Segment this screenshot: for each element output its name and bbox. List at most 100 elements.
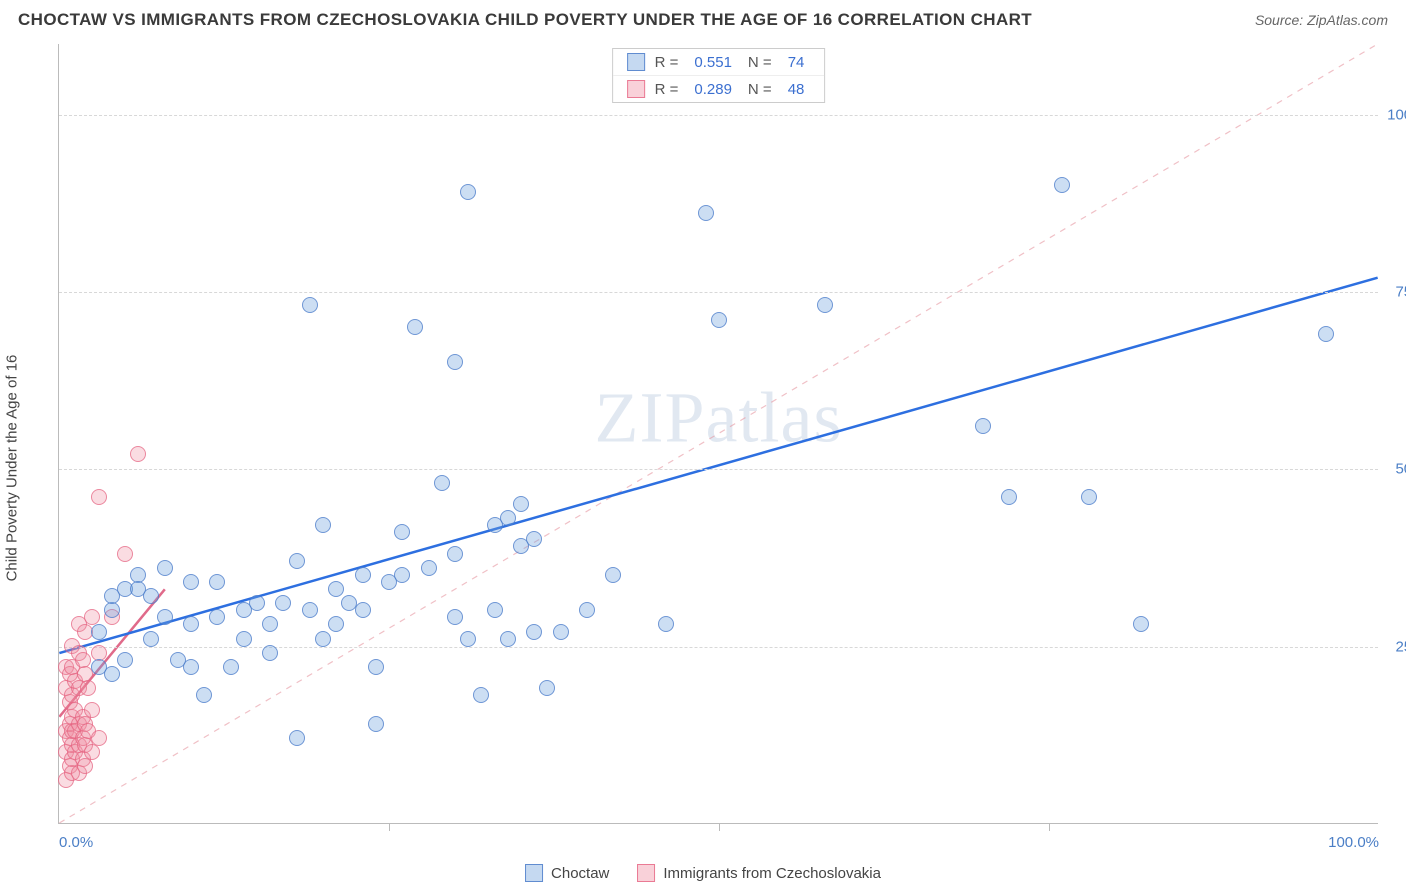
data-point: [421, 560, 437, 576]
data-point: [698, 205, 714, 221]
data-point: [539, 680, 555, 696]
legend-swatch: [525, 864, 543, 882]
y-tick-label: 50.0%: [1382, 461, 1406, 478]
data-point: [236, 631, 252, 647]
data-point: [460, 631, 476, 647]
data-point: [183, 659, 199, 675]
data-point: [1133, 616, 1149, 632]
source-label: Source: ZipAtlas.com: [1255, 12, 1388, 28]
data-point: [249, 595, 265, 611]
data-point: [196, 687, 212, 703]
x-tick-label: 100.0%: [1328, 834, 1379, 851]
chart-title: CHOCTAW VS IMMIGRANTS FROM CZECHOSLOVAKI…: [18, 10, 1032, 30]
data-point: [711, 312, 727, 328]
y-axis-label: Child Poverty Under the Age of 16: [4, 355, 21, 582]
data-point: [315, 517, 331, 533]
data-point: [394, 567, 410, 583]
data-point: [289, 730, 305, 746]
legend-row: R = 0.551 N = 74: [613, 49, 825, 76]
data-point: [84, 702, 100, 718]
data-point: [157, 560, 173, 576]
data-point: [355, 567, 371, 583]
data-point: [91, 730, 107, 746]
chart-overlay: [59, 44, 1378, 823]
data-point: [1318, 326, 1334, 342]
watermark: ZIPatlas: [595, 376, 843, 459]
data-point: [526, 531, 542, 547]
data-point: [447, 546, 463, 562]
y-tick-label: 100.0%: [1382, 106, 1406, 123]
data-point: [84, 744, 100, 760]
legend-swatch: [627, 53, 645, 71]
data-point: [143, 588, 159, 604]
gridline: [59, 292, 1378, 293]
chart-container: Child Poverty Under the Age of 16 ZIPatl…: [20, 44, 1406, 892]
data-point: [104, 602, 120, 618]
data-point: [183, 616, 199, 632]
n-value: 48: [782, 81, 811, 98]
reference-line: [59, 44, 1377, 823]
r-label: R =: [655, 54, 679, 71]
data-point: [368, 716, 384, 732]
x-tick-label: 0.0%: [59, 834, 93, 851]
data-point: [394, 524, 410, 540]
data-point: [302, 297, 318, 313]
data-point: [407, 319, 423, 335]
n-value: 74: [782, 54, 811, 71]
series-legend: Choctaw Immigrants from Czechoslovakia: [525, 864, 881, 882]
data-point: [526, 624, 542, 640]
r-label: R =: [655, 81, 679, 98]
data-point: [975, 418, 991, 434]
n-label: N =: [748, 54, 772, 71]
x-tick: [719, 823, 720, 831]
data-point: [1081, 489, 1097, 505]
data-point: [579, 602, 595, 618]
legend-swatch: [637, 864, 655, 882]
data-point: [328, 581, 344, 597]
data-point: [302, 602, 318, 618]
data-point: [117, 546, 133, 562]
gridline: [59, 647, 1378, 648]
data-point: [130, 446, 146, 462]
data-point: [817, 297, 833, 313]
legend-label: Choctaw: [551, 865, 609, 882]
data-point: [91, 489, 107, 505]
legend-swatch: [627, 80, 645, 98]
data-point: [487, 602, 503, 618]
data-point: [1054, 177, 1070, 193]
correlation-legend: R =0.551N =74R =0.289N =48: [612, 48, 826, 103]
data-point: [289, 553, 305, 569]
data-point: [434, 475, 450, 491]
data-point: [460, 184, 476, 200]
legend-row: R =0.289N =48: [613, 76, 825, 102]
legend-label: Immigrants from Czechoslovakia: [663, 865, 881, 882]
data-point: [209, 609, 225, 625]
data-point: [209, 574, 225, 590]
r-value: 0.289: [688, 81, 738, 98]
data-point: [553, 624, 569, 640]
legend-item: Immigrants from Czechoslovakia: [637, 864, 881, 882]
data-point: [275, 595, 291, 611]
data-point: [658, 616, 674, 632]
data-point: [104, 666, 120, 682]
plot-area: ZIPatlas R =0.551N =74R =0.289N =48 25.0…: [58, 44, 1378, 824]
data-point: [605, 567, 621, 583]
gridline: [59, 115, 1378, 116]
data-point: [315, 631, 331, 647]
data-point: [447, 354, 463, 370]
legend-item: Choctaw: [525, 864, 609, 882]
data-point: [328, 616, 344, 632]
y-tick-label: 75.0%: [1382, 284, 1406, 301]
x-tick: [389, 823, 390, 831]
data-point: [262, 616, 278, 632]
gridline: [59, 469, 1378, 470]
data-point: [473, 687, 489, 703]
y-tick-label: 25.0%: [1382, 638, 1406, 655]
data-point: [500, 631, 516, 647]
data-point: [183, 574, 199, 590]
r-value: 0.551: [688, 54, 738, 71]
data-point: [447, 609, 463, 625]
data-point: [223, 659, 239, 675]
data-point: [262, 645, 278, 661]
x-tick: [1049, 823, 1050, 831]
